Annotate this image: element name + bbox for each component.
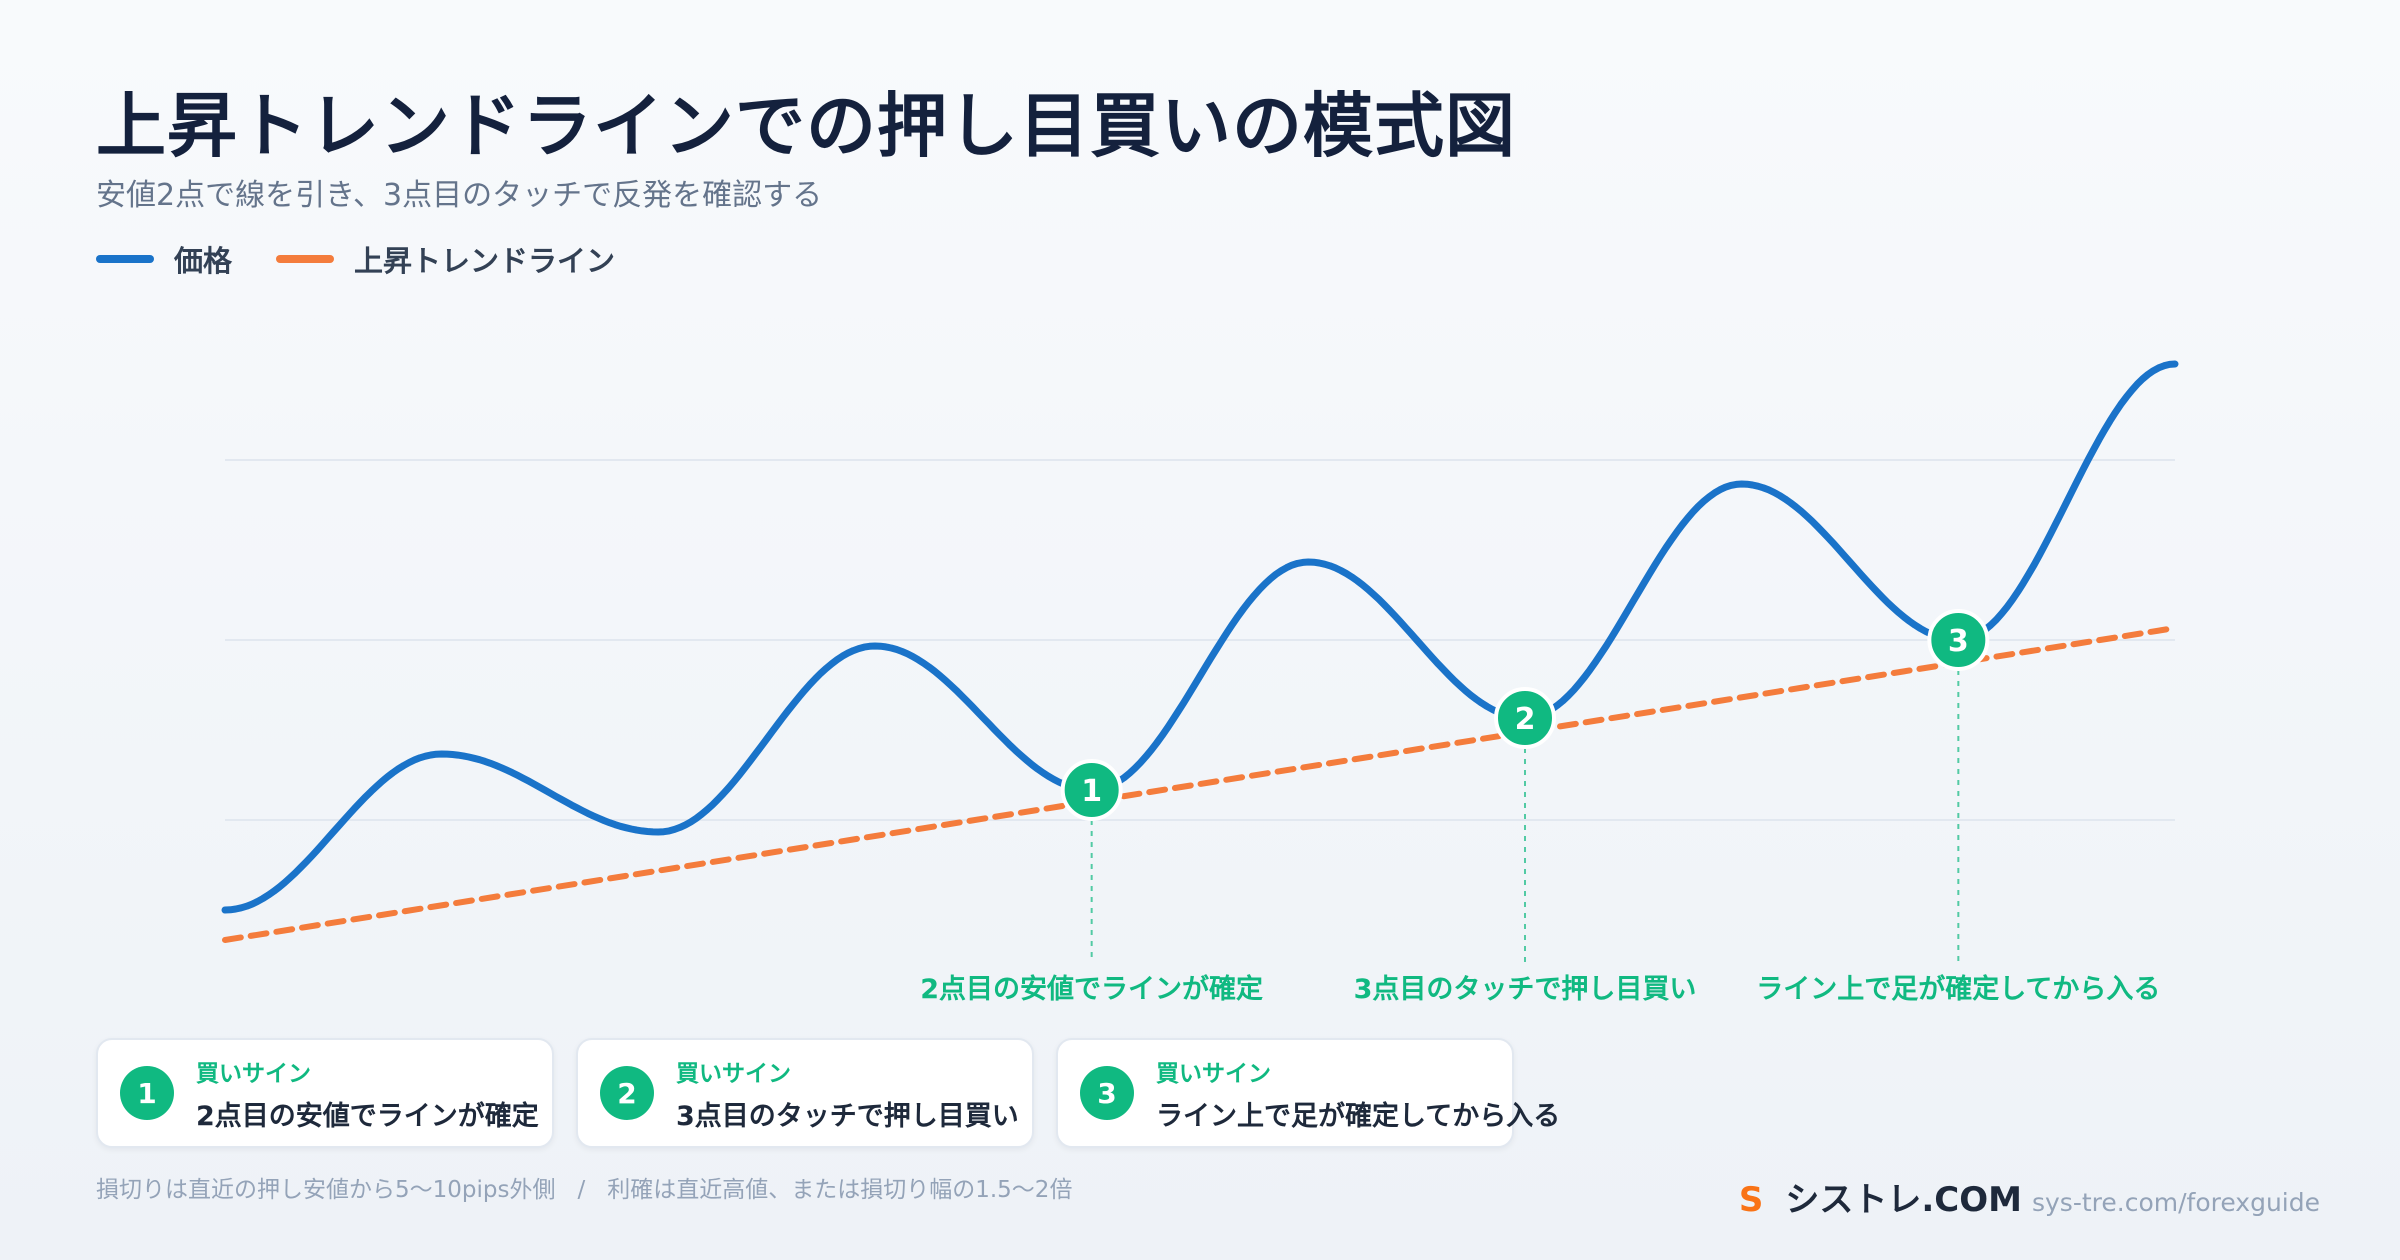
legend-swatch-trendline — [276, 255, 335, 263]
page-subtitle: 安値2点で線を引き、3点目のタッチで反発を確認する — [96, 178, 823, 213]
legend-label-trendline: 上昇トレンドライン — [354, 244, 616, 278]
brand: S シストレ.COM sys-tre.com/forexguide — [1739, 1172, 2320, 1221]
take-profit-note: 利確は直近高値、または損切り幅の1.5〜2倍 — [607, 1177, 1073, 1203]
brand-name: シストレ.COM — [1785, 1180, 2022, 1220]
card-text: 買いサイン ライン上で足が確定してから入る — [1156, 1054, 1560, 1133]
marker-annotation-2: 3点目のタッチで押し目買い — [1354, 974, 1697, 1005]
marker-annotation-1: 2点目の安値でラインが確定 — [920, 973, 1263, 1005]
marker-circle-3 — [1927, 609, 1990, 671]
brand-logo-icon: S — [1738, 1180, 1764, 1220]
marker-circle-1 — [1060, 759, 1123, 821]
legend-swatch-price — [96, 255, 154, 263]
card-tag: 買いサイン — [676, 1060, 791, 1087]
legend-item-price: 価格 — [96, 238, 232, 280]
card-tag: 買いサイン — [1156, 1060, 1271, 1087]
footnote: 損切りは直近の押し安値から5〜10pips外側 / 利確は直近高値、または損切り幅の… — [96, 1170, 1072, 1204]
card-text: 買いサイン 2点目の安値でラインが確定 — [196, 1054, 539, 1133]
page-title: 上昇トレンドラインでの押し目買いの模式図 — [96, 85, 1516, 167]
footnote-separator: / — [577, 1177, 586, 1203]
card-tag: 買いサイン — [196, 1060, 311, 1087]
marker-number-1: 1 — [1081, 774, 1102, 809]
legend-item-trendline: 上昇トレンドライン — [276, 238, 615, 280]
trendline-series — [222, 625, 2178, 943]
marker-circle-2 — [1494, 687, 1556, 749]
legend-label-price: 価格 — [174, 244, 233, 278]
signal-card-1: 1 買いサイン 2点目の安値でラインが確定 — [96, 1038, 554, 1148]
chart-legend: 価格 上昇トレンドライン — [96, 238, 615, 280]
marker-annotation-3: ライン上で足が確定してから入る — [1756, 973, 2160, 1005]
card-description: 3点目のタッチで押し目買い — [676, 1100, 1019, 1132]
card-description: 2点目の安値でラインが確定 — [196, 1100, 539, 1132]
marker-number-2: 2 — [1515, 702, 1536, 737]
card-description: ライン上で足が確定してから入る — [1156, 1100, 1561, 1132]
price-series — [221, 360, 2179, 914]
card-number-badge: 1 — [120, 1066, 174, 1120]
signal-card-2: 2 買いサイン 3点目のタッチで押し目買い — [576, 1038, 1034, 1148]
card-number-badge: 3 — [1080, 1066, 1134, 1120]
signal-cards: 1 買いサイン 2点目の安値でラインが確定 2 買いサイン 3点目のタッチで押し… — [96, 1038, 1560, 1148]
signal-card-3: 3 買いサイン ライン上で足が確定してから入る — [1056, 1038, 1560, 1148]
card-number-badge: 2 — [600, 1066, 654, 1120]
card-text: 買いサイン 3点目のタッチで押し目買い — [676, 1054, 1019, 1133]
brand-url[interactable]: sys-tre.com/forexguide — [2031, 1188, 2320, 1217]
marker-number-3: 3 — [1948, 624, 1969, 659]
stop-loss-note: 損切りは直近の押し安値から5〜10pips外側 — [96, 1177, 556, 1203]
